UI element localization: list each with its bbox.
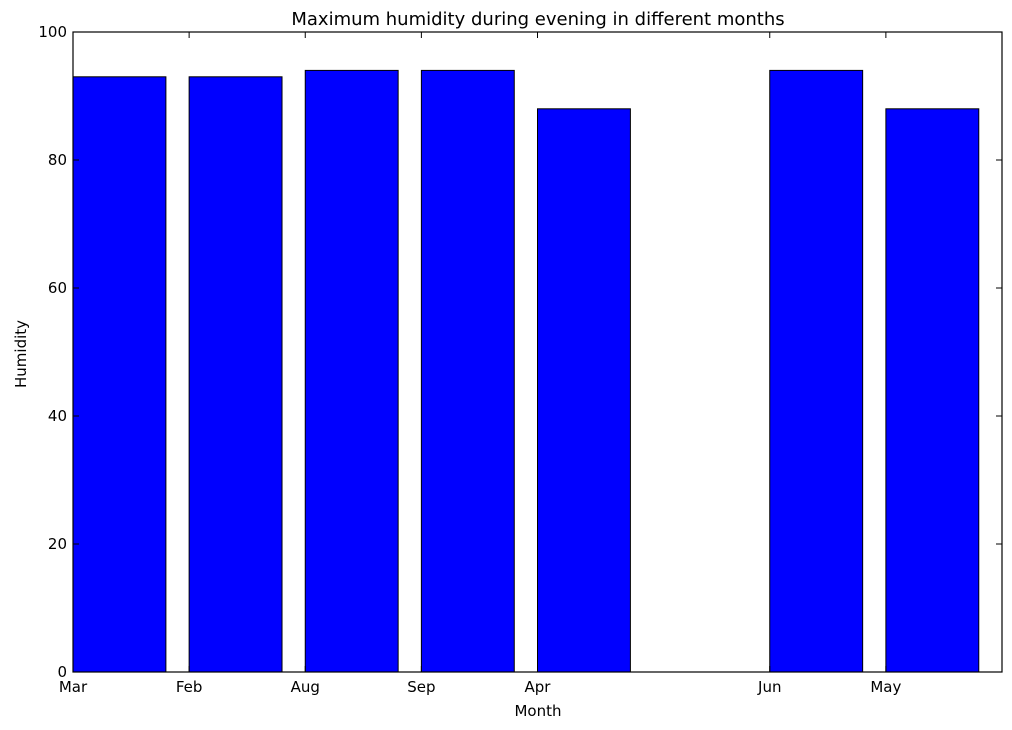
y-axis-title: Humidity	[12, 320, 30, 388]
plot-area: 0 20 40 60 80 100 Mar Feb Aug Sep Apr Jun May	[38, 23, 1003, 696]
x-tick-label-apr: Apr	[525, 678, 552, 696]
x-tick-label-feb: Feb	[176, 678, 203, 696]
bar-feb	[188, 76, 283, 673]
y-tick-label: 60	[48, 279, 67, 297]
y-tick-label: 40	[48, 407, 67, 425]
bar-aug	[304, 69, 399, 673]
bar-jun	[769, 69, 864, 673]
x-tick-label-sep: Sep	[407, 678, 435, 696]
bar-mar	[72, 76, 167, 673]
y-tick-label: 100	[38, 23, 67, 41]
y-tick-label: 20	[48, 535, 67, 553]
x-axis-title: Month	[514, 702, 561, 720]
x-tick-label-mar: Mar	[59, 678, 88, 696]
x-tick-label-aug: Aug	[291, 678, 320, 696]
bar-sep	[420, 69, 515, 673]
x-tick-label-may: May	[870, 678, 901, 696]
x-tick-label-jun: Jun	[757, 678, 781, 696]
y-tick-label: 80	[48, 151, 67, 169]
bar-may	[885, 108, 980, 673]
chart-title: Maximum humidity during evening in diffe…	[291, 9, 784, 30]
y-tick-label: 0	[57, 663, 67, 681]
bar-apr	[537, 108, 631, 673]
